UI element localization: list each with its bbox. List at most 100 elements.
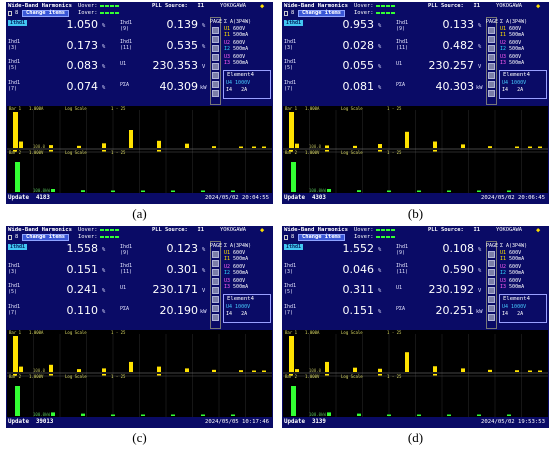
element4-voltage: U4 1000V (502, 80, 527, 86)
page-item-1[interactable] (488, 36, 495, 43)
page-item-6[interactable] (488, 81, 495, 88)
graph-scale-type: Log Scale (341, 330, 363, 335)
element4-box[interactable] (499, 294, 547, 323)
screen-title: Wide-Band Harmonics (284, 227, 348, 233)
element4-title: Element4 (227, 296, 254, 302)
element-1-ranges: U1 600V I1 500mA (224, 26, 249, 38)
thd-value: 0.953 (342, 18, 375, 31)
element4-box[interactable] (499, 70, 547, 99)
power-bar (447, 190, 451, 192)
page-down-button[interactable] (212, 90, 219, 97)
element4-box[interactable] (223, 294, 271, 323)
harmonic-bar (353, 145, 357, 148)
ihd9-label: Ihd1 (9) (120, 244, 133, 256)
ihd11-label: Ihd1 (11) (396, 39, 409, 51)
page-item-1[interactable] (488, 260, 495, 267)
page-scroll[interactable] (486, 17, 497, 105)
power-label: PΣA (120, 82, 130, 88)
power-bar (171, 414, 175, 416)
page-scroll[interactable] (210, 241, 221, 329)
element4-box[interactable] (223, 70, 271, 99)
page-up-button[interactable] (212, 27, 219, 34)
voltage-bar (13, 150, 17, 152)
page-item-5[interactable] (488, 72, 495, 79)
page-up-button[interactable] (212, 251, 219, 258)
power-bar (477, 414, 481, 416)
page-item-6[interactable] (212, 81, 219, 88)
voltage-bar (289, 150, 293, 152)
page-item-3[interactable] (212, 54, 219, 61)
graph-ref-label: 100.0kW (33, 412, 50, 417)
page-item-4[interactable] (488, 63, 495, 70)
graph-label: Bar 2 (9, 150, 22, 155)
page-item-4[interactable] (488, 287, 495, 294)
ihd9-unit: % (202, 247, 206, 253)
page-up-button[interactable] (488, 27, 495, 34)
page-down-button[interactable] (212, 314, 219, 321)
page-item-5[interactable] (212, 72, 219, 79)
iover-indicator: Iover: (78, 10, 120, 16)
power-bar (507, 414, 511, 416)
ihd7-value: 0.081 (342, 80, 375, 93)
page-down-button[interactable] (488, 314, 495, 321)
page-scroll[interactable] (210, 17, 221, 105)
harmonic-bar (262, 370, 266, 372)
thd-label: Ithd1 (284, 20, 304, 26)
page-item-3[interactable] (488, 54, 495, 61)
harmonic-bar (289, 336, 294, 372)
measurement-area: Ithd1 0.953 % Ihd1 (3) 0.028 % Ihd1 (5) … (284, 18, 484, 106)
page-item-2[interactable] (212, 45, 219, 52)
page-item-2[interactable] (212, 269, 219, 276)
page-item-4[interactable] (212, 63, 219, 70)
status-bar: Update 4183 2024/05/02 20:04:55 (6, 195, 273, 204)
page-item-5[interactable] (488, 296, 495, 303)
page-item-6[interactable] (488, 305, 495, 312)
element-2-ranges: U2 600V I2 500mA (500, 40, 525, 52)
page-item-3[interactable] (488, 278, 495, 285)
ihd3-value: 0.046 (342, 263, 375, 276)
page-item-2[interactable] (488, 269, 495, 276)
update-counter: Update 4303 (284, 195, 326, 201)
page-item-1[interactable] (212, 36, 219, 43)
harmonic-bar (129, 130, 133, 148)
change-items-button[interactable]: Change items (22, 10, 69, 17)
change-items-button[interactable]: Change items (298, 234, 345, 241)
power-bar (327, 412, 331, 416)
page-item-2[interactable] (488, 45, 495, 52)
harmonic-bar (325, 145, 329, 148)
graph-scale-label: 1.000V (305, 150, 320, 155)
change-items-button[interactable]: Change items (298, 10, 345, 17)
graph-ref-label: 100.0 (33, 368, 46, 373)
ihd9-label: Ihd1 (9) (396, 20, 409, 32)
power-bar (171, 190, 175, 192)
thd-value: 1.050 (66, 18, 99, 31)
u1-label: U1 (396, 285, 403, 291)
uover-indicator: Uover: (78, 227, 120, 233)
page-item-5[interactable] (212, 296, 219, 303)
element-3-ranges: U3 600V I3 500mA (224, 278, 249, 290)
harmonic-bar (325, 361, 329, 372)
harmonic-bar (13, 336, 18, 372)
page-up-button[interactable] (488, 251, 495, 258)
voltage-bar (157, 150, 161, 152)
page-scroll[interactable] (486, 241, 497, 329)
u1-unit: V (478, 64, 482, 70)
voltage-bar (378, 150, 382, 152)
harmonic-bar (212, 369, 216, 372)
harmonic-bar (77, 145, 81, 148)
power-unit: kW (476, 309, 483, 315)
page-down-button[interactable] (488, 90, 495, 97)
change-items-button[interactable]: Change items (22, 234, 69, 241)
graph-range-label: 1 - 25 (111, 150, 126, 155)
key-lock-icon (8, 235, 12, 240)
page-item-6[interactable] (212, 305, 219, 312)
uover-indicator: Uover: (354, 3, 396, 9)
voltage-bar (13, 374, 17, 376)
page-item-3[interactable] (212, 278, 219, 285)
page-item-4[interactable] (212, 287, 219, 294)
voltage-bar (102, 150, 106, 152)
panel-caption: (d) (407, 430, 424, 445)
wiring-system: Σ A(3P4W) (500, 243, 528, 249)
ihd11-label: Ihd1 (11) (120, 263, 133, 275)
page-item-1[interactable] (212, 260, 219, 267)
